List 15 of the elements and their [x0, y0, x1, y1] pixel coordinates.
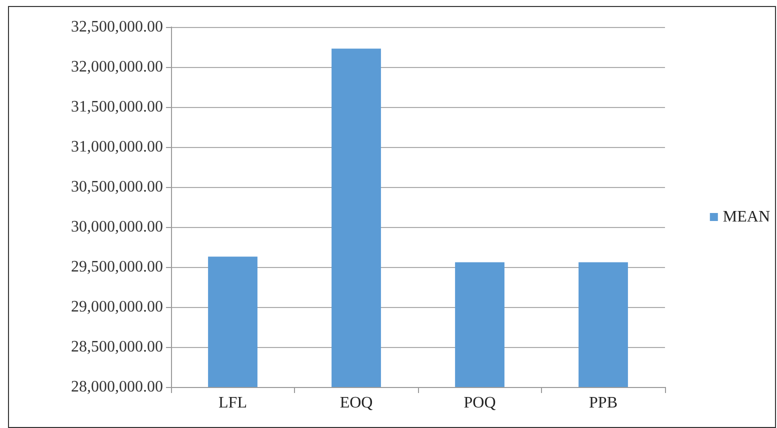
y-tick-label: 30,500,000.00 [71, 178, 163, 196]
x-tick-label: EOQ [340, 394, 374, 412]
y-tick-label: 28,500,000.00 [71, 338, 163, 356]
x-tick-label: PPB [589, 394, 618, 412]
x-tick-label: LFL [218, 394, 247, 412]
y-tick-label: 32,000,000.00 [71, 58, 163, 76]
y-tick-label: 31,500,000.00 [71, 98, 163, 116]
y-tick-label: 30,000,000.00 [71, 218, 163, 236]
y-tick-label: 28,000,000.00 [71, 378, 163, 396]
y-tick-label: 31,000,000.00 [71, 138, 163, 156]
y-tick-label: 29,000,000.00 [71, 298, 163, 316]
y-tick-label: 32,500,000.00 [71, 18, 163, 36]
x-tick-label: POQ [464, 394, 496, 412]
y-tick-label: 29,500,000.00 [71, 258, 163, 276]
legend-label: MEAN [722, 208, 770, 226]
